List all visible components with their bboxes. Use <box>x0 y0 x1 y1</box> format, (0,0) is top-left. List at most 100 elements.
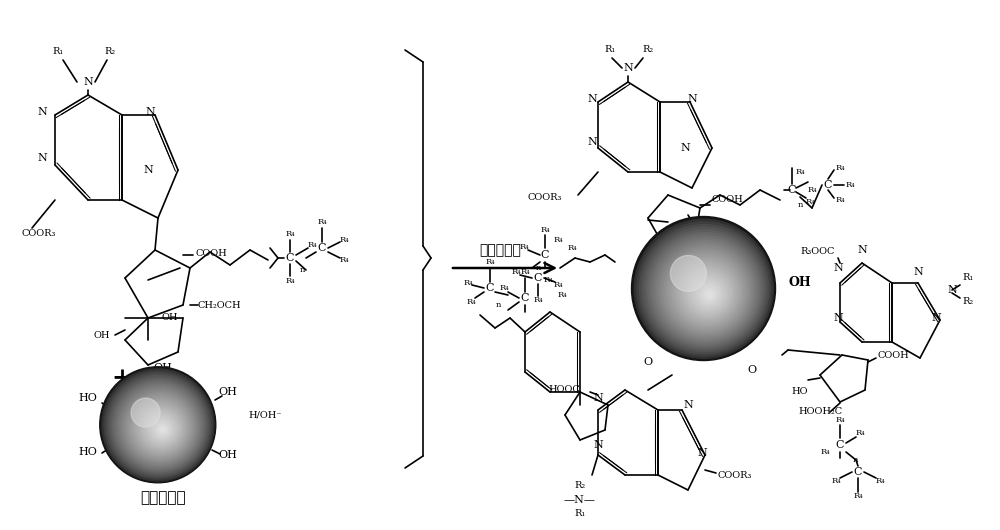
Text: R₄: R₄ <box>557 291 567 299</box>
Text: n: n <box>797 201 803 209</box>
Circle shape <box>694 279 724 308</box>
Text: R₄: R₄ <box>855 429 865 437</box>
Text: N: N <box>145 107 155 117</box>
Text: N: N <box>587 94 597 104</box>
Circle shape <box>102 369 214 481</box>
Text: N: N <box>83 77 93 87</box>
Text: R₄: R₄ <box>875 477 885 485</box>
Text: C: C <box>486 283 494 293</box>
Circle shape <box>702 287 717 302</box>
Text: R₄: R₄ <box>511 268 521 276</box>
Text: COOH: COOH <box>712 196 744 205</box>
Text: C: C <box>534 273 542 283</box>
Text: R₄: R₄ <box>285 230 295 238</box>
Circle shape <box>131 398 160 427</box>
Circle shape <box>137 404 185 452</box>
Text: R₄: R₄ <box>466 298 476 306</box>
Circle shape <box>648 233 762 347</box>
Circle shape <box>669 254 744 329</box>
Text: R₄: R₄ <box>519 243 529 251</box>
Text: O: O <box>643 357 653 367</box>
Circle shape <box>146 412 178 445</box>
Text: R₄: R₄ <box>807 186 817 194</box>
Text: OH: OH <box>219 450 237 460</box>
Text: H/OH⁻: H/OH⁻ <box>248 411 282 420</box>
Text: HO: HO <box>79 447 97 457</box>
Circle shape <box>664 249 748 333</box>
Circle shape <box>656 241 755 340</box>
Text: N: N <box>680 143 690 153</box>
Text: HO: HO <box>634 278 656 292</box>
Text: R₄: R₄ <box>307 241 317 249</box>
Text: O: O <box>747 365 757 375</box>
Circle shape <box>640 225 769 354</box>
Circle shape <box>696 281 721 306</box>
Text: R₄: R₄ <box>533 296 543 304</box>
Circle shape <box>135 402 187 454</box>
Circle shape <box>650 235 760 344</box>
Text: N: N <box>833 263 843 273</box>
Circle shape <box>143 410 179 446</box>
Circle shape <box>111 378 207 474</box>
Text: R₂: R₂ <box>962 297 974 306</box>
Text: R₄: R₄ <box>339 256 349 264</box>
Text: R₄: R₄ <box>339 236 349 244</box>
Text: OH: OH <box>789 276 811 288</box>
Circle shape <box>115 382 203 470</box>
Circle shape <box>675 260 739 324</box>
Circle shape <box>104 371 212 479</box>
Circle shape <box>100 367 216 483</box>
Text: N: N <box>687 94 697 104</box>
Circle shape <box>152 419 172 439</box>
Text: CH₂OOP: CH₂OOP <box>665 335 707 344</box>
Text: —N—: —N— <box>564 495 596 505</box>
Text: C: C <box>541 250 549 260</box>
Text: R₂: R₂ <box>574 481 586 490</box>
Circle shape <box>124 391 196 463</box>
Text: R₃OOC: R₃OOC <box>801 248 835 257</box>
Circle shape <box>634 219 773 358</box>
Text: R₄: R₄ <box>499 284 509 292</box>
Circle shape <box>707 292 712 297</box>
Text: OH: OH <box>94 331 110 340</box>
Circle shape <box>632 217 776 360</box>
Circle shape <box>680 265 735 320</box>
Text: R₄: R₄ <box>820 448 830 456</box>
Text: R₁: R₁ <box>604 46 616 55</box>
Text: R₁: R₁ <box>574 508 586 517</box>
Text: R₄: R₄ <box>520 268 530 276</box>
Text: C: C <box>788 185 796 195</box>
Text: N: N <box>143 165 153 175</box>
Text: R₄: R₄ <box>553 281 563 289</box>
Text: COOH: COOH <box>195 249 227 258</box>
Text: R₄: R₄ <box>553 236 563 244</box>
Circle shape <box>128 395 192 459</box>
Text: N: N <box>587 137 597 147</box>
Text: N: N <box>623 63 633 73</box>
Text: R₄: R₄ <box>540 226 550 234</box>
Text: HOOC: HOOC <box>548 385 580 394</box>
Text: COOR₃: COOR₃ <box>22 228 56 237</box>
Circle shape <box>683 268 733 317</box>
Text: C: C <box>318 243 326 253</box>
Text: n: n <box>535 264 541 272</box>
Text: 纳米氧化物: 纳米氧化物 <box>140 491 186 505</box>
Circle shape <box>699 284 719 304</box>
Text: OH: OH <box>162 314 178 322</box>
Text: R₄: R₄ <box>485 258 495 266</box>
Circle shape <box>130 398 190 457</box>
Text: N: N <box>697 448 707 458</box>
Text: n: n <box>852 456 858 464</box>
Circle shape <box>678 262 737 322</box>
Circle shape <box>667 252 746 331</box>
Circle shape <box>159 426 167 434</box>
Text: R₄: R₄ <box>543 276 553 284</box>
Text: OH: OH <box>154 363 172 373</box>
Text: R₄: R₄ <box>831 477 841 485</box>
Text: OH: OH <box>219 387 237 397</box>
Text: O: O <box>685 217 695 227</box>
Text: 酸或碱偲化: 酸或碱偲化 <box>479 243 521 257</box>
Circle shape <box>148 415 176 443</box>
Circle shape <box>661 246 751 335</box>
Text: R₄: R₄ <box>835 416 845 424</box>
